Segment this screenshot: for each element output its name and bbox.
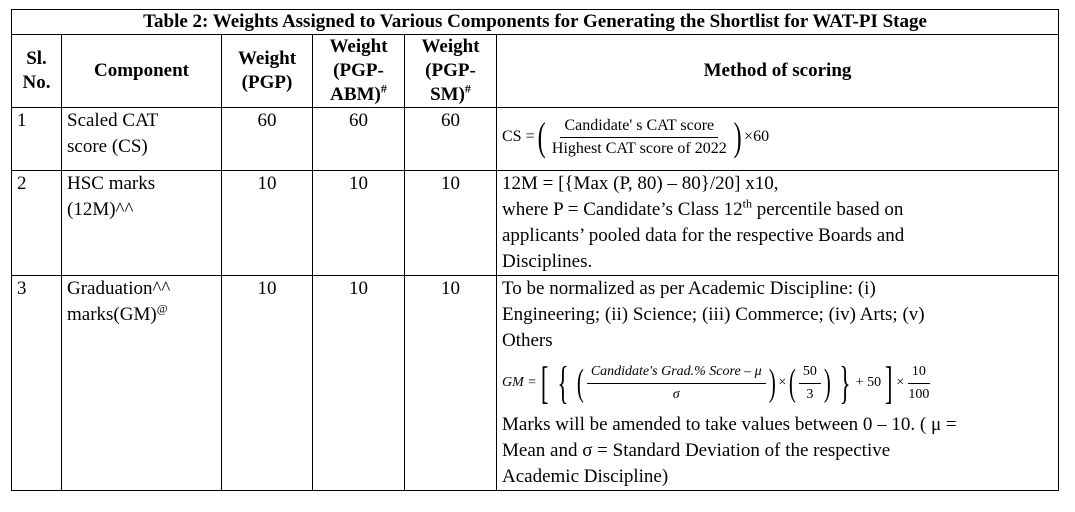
- table-row: 1 Scaled CAT score (CS) 60 60 60 CS = ( C…: [11, 107, 1060, 171]
- row-method: To be normalized as per Academic Discipl…: [495, 275, 1060, 491]
- header-component: Component: [61, 34, 222, 108]
- row-weight-sm: 10: [404, 275, 497, 491]
- header-row: Sl. No. Component Weight (PGP) Weight (PGP-…: [11, 34, 1060, 108]
- cs-numerator: Candidate' s CAT score: [560, 116, 719, 138]
- row-component: Graduation^^ marks(GM)@: [61, 275, 222, 491]
- row-weight-pgp: 10: [221, 275, 313, 491]
- row-weight-pgp: 60: [221, 107, 313, 171]
- row-weight-abm: 60: [312, 107, 405, 171]
- weights-table: Table 2: Weights Assigned to Various Com…: [10, 9, 1060, 491]
- gm-formula: GM = [{( Candidate's Grad.% Score – μ σ …: [502, 357, 930, 408]
- gm-numerator: Candidate's Grad.% Score – μ: [586, 362, 766, 384]
- table-caption: Table 2: Weights Assigned to Various Com…: [10, 9, 1060, 35]
- cs-denominator: Highest CAT score of 2022: [551, 139, 727, 157]
- row-sl: 3: [11, 275, 62, 491]
- row-sl: 1: [11, 107, 62, 171]
- row-method: CS = ( Candidate' s CAT score Highest CA…: [495, 107, 1060, 171]
- header-sl-no: Sl. No.: [11, 34, 62, 108]
- row-sl: 2: [11, 170, 62, 276]
- gm-denominator: σ: [672, 386, 680, 402]
- cs-formula: CS = ( Candidate' s CAT score Highest CA…: [502, 114, 770, 159]
- row-weight-abm: 10: [312, 170, 405, 276]
- row-weight-abm: 10: [312, 275, 405, 491]
- header-weight-pgp-sm: Weight (PGP- SM)#: [404, 34, 497, 108]
- row-weight-sm: 10: [404, 170, 497, 276]
- header-weight-pgp-abm: Weight (PGP- ABM)#: [312, 34, 405, 108]
- row-weight-pgp: 10: [221, 170, 313, 276]
- table-row: 3 Graduation^^ marks(GM)@ 10 10 10 To be …: [11, 275, 1060, 491]
- header-method-of-scoring: Method of scoring: [495, 34, 1060, 108]
- row-component: Scaled CAT score (CS): [61, 107, 222, 171]
- header-weight-pgp: Weight (PGP): [221, 34, 313, 108]
- row-component: HSC marks (12M)^^: [61, 170, 222, 276]
- table-row: 2 HSC marks (12M)^^ 10 10 10 12M = [{Max …: [11, 170, 1060, 276]
- row-weight-sm: 60: [404, 107, 497, 171]
- row-method: 12M = [{Max (P, 80) – 80}/20] x10, where…: [495, 170, 1060, 276]
